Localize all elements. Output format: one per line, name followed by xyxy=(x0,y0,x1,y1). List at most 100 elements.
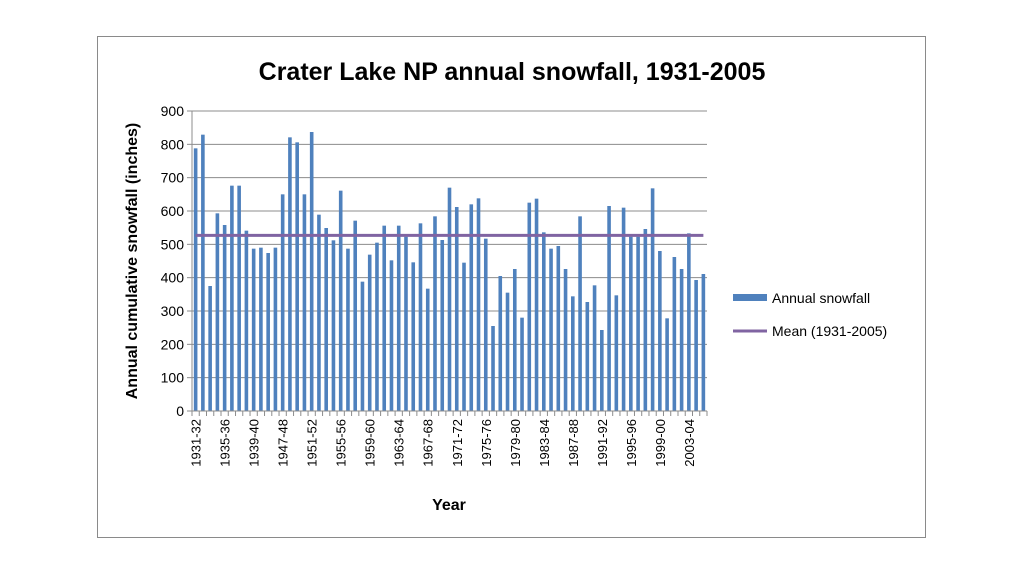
bar xyxy=(534,198,539,411)
x-tick-label: 1967-68 xyxy=(421,419,436,467)
bar xyxy=(571,296,575,411)
bar xyxy=(425,288,430,411)
legend-swatch-bar xyxy=(733,294,767,301)
bar xyxy=(527,202,532,411)
bar xyxy=(549,248,553,411)
x-tick-label: 1951-52 xyxy=(305,419,320,467)
bar xyxy=(541,232,546,411)
bar xyxy=(585,302,590,411)
bar xyxy=(230,185,234,411)
bar xyxy=(411,262,416,411)
bar xyxy=(658,251,662,411)
bar xyxy=(338,190,343,411)
legend-label: Mean (1931-2005) xyxy=(772,323,887,339)
bar xyxy=(454,207,459,411)
chart-title: Crater Lake NP annual snowfall, 1931-200… xyxy=(259,58,766,86)
bar xyxy=(665,318,669,411)
bar xyxy=(563,269,568,411)
bar xyxy=(295,142,299,412)
x-tick-label: 1947-48 xyxy=(276,419,291,467)
y-axis-label: Annual cumulative snowfall (inches) xyxy=(124,123,141,400)
bar xyxy=(215,213,220,411)
y-tick-label: 800 xyxy=(161,136,185,152)
x-tick-label: 1959-60 xyxy=(363,419,378,467)
bar xyxy=(650,188,655,411)
bar xyxy=(505,292,510,411)
y-tick-label: 0 xyxy=(176,403,184,419)
y-tick-label: 500 xyxy=(161,236,185,252)
y-tick-label: 100 xyxy=(161,370,185,386)
bar xyxy=(367,254,372,411)
bar xyxy=(201,134,205,411)
bar xyxy=(672,257,677,411)
y-tick-label: 700 xyxy=(161,170,185,186)
bar xyxy=(418,223,423,411)
x-tick-label: 1931-32 xyxy=(189,419,204,467)
chart-frame xyxy=(97,36,926,538)
x-tick-label: 1987-88 xyxy=(566,419,581,467)
bar xyxy=(469,204,474,411)
x-tick-label: 1999-00 xyxy=(653,419,668,467)
bar xyxy=(346,248,350,411)
bar xyxy=(259,247,263,411)
x-tick-label: 1955-56 xyxy=(334,419,349,467)
bar xyxy=(643,229,648,411)
y-tick-label: 400 xyxy=(161,270,185,286)
x-tick-label: 1995-96 xyxy=(624,419,639,467)
bar xyxy=(309,132,314,411)
x-tick-label: 1935-36 xyxy=(218,419,233,467)
bar xyxy=(621,207,626,411)
x-tick-label: 1983-84 xyxy=(537,419,552,467)
bar xyxy=(679,269,684,411)
bar xyxy=(600,330,604,411)
bar xyxy=(701,274,706,411)
bar xyxy=(447,187,452,411)
bar xyxy=(302,194,307,411)
bar xyxy=(636,236,640,411)
bar xyxy=(273,247,278,411)
bar xyxy=(360,281,365,411)
bar xyxy=(404,236,408,411)
bar xyxy=(491,326,495,411)
bar xyxy=(331,240,336,411)
bar xyxy=(266,253,270,411)
y-tick-label: 200 xyxy=(161,336,185,352)
bar xyxy=(629,236,633,411)
x-axis-label: Year xyxy=(432,497,466,514)
bar xyxy=(280,194,285,411)
y-tick-label: 300 xyxy=(161,303,185,319)
x-tick-label: 1939-40 xyxy=(247,419,262,467)
bar xyxy=(396,225,401,411)
bar xyxy=(512,269,517,411)
bar xyxy=(244,230,249,411)
bar xyxy=(614,295,619,411)
bar xyxy=(288,137,292,412)
y-tick-label: 600 xyxy=(161,203,185,219)
bar xyxy=(389,260,394,411)
bar xyxy=(382,225,387,411)
x-tick-label: 1975-76 xyxy=(479,419,494,467)
bar xyxy=(462,262,466,411)
y-tick-label: 900 xyxy=(161,103,185,119)
bar xyxy=(687,233,691,411)
bar xyxy=(483,238,488,411)
bar xyxy=(592,285,597,411)
bar xyxy=(353,220,358,411)
bar xyxy=(324,228,328,411)
bar xyxy=(498,276,503,411)
bar xyxy=(694,280,698,411)
bar xyxy=(375,242,379,411)
bar xyxy=(607,206,611,411)
bar xyxy=(556,246,561,411)
x-tick-label: 2003-04 xyxy=(682,419,697,467)
bar xyxy=(222,225,227,411)
legend-label: Annual snowfall xyxy=(772,290,870,306)
x-tick-label: 1963-64 xyxy=(392,419,407,467)
x-tick-label: 1979-80 xyxy=(508,419,523,467)
x-tick-label: 1971-72 xyxy=(450,419,465,467)
x-tick-label: 1991-92 xyxy=(595,419,610,467)
bar xyxy=(476,198,481,411)
bar xyxy=(317,214,321,411)
bar xyxy=(251,248,256,411)
